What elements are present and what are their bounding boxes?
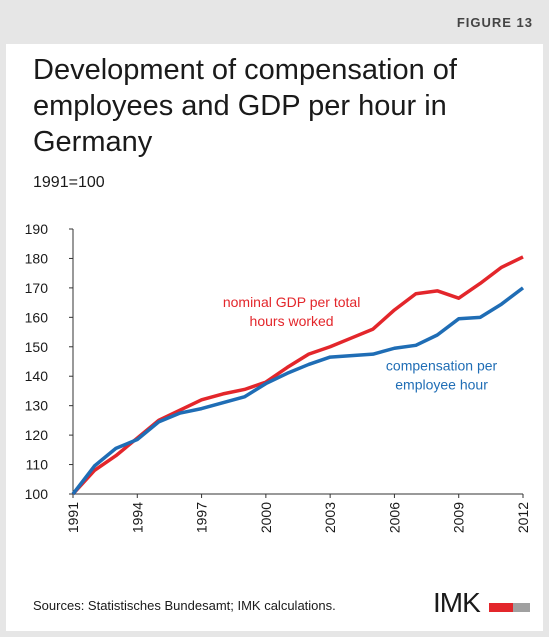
- y-tick-label: 110: [26, 457, 49, 473]
- y-tick-label: 140: [25, 368, 49, 384]
- y-tick-label: 170: [25, 280, 49, 296]
- y-tick-label: 180: [25, 250, 49, 266]
- x-tick-label: 1997: [194, 502, 210, 533]
- annotation: employee hour: [395, 376, 488, 392]
- figure-label: FIGURE 13: [457, 15, 533, 30]
- x-tick-label: 1994: [129, 502, 145, 533]
- annotation: nominal GDP per total: [223, 294, 360, 310]
- y-tick-label: 190: [25, 221, 49, 237]
- logo-bar: [489, 603, 513, 612]
- y-tick-label: 160: [25, 309, 49, 325]
- source: Sources: Statistisches Bundesamt; IMK ca…: [33, 598, 336, 613]
- x-tick-label: 2006: [386, 502, 402, 533]
- y-tick-label: 120: [25, 427, 49, 443]
- annotation: compensation per: [386, 357, 498, 373]
- panel: [6, 44, 543, 631]
- x-tick-label: 2009: [451, 502, 467, 533]
- x-tick-label: 1991: [65, 502, 81, 533]
- series-line: [71, 286, 525, 496]
- x-tick-label: 2003: [322, 502, 338, 533]
- y-tick-label: 130: [25, 398, 49, 414]
- chart-subtitle: 1991=100: [33, 174, 105, 191]
- x-tick-label: 2000: [258, 502, 274, 533]
- chart-title: Development of compensation of employees…: [33, 54, 457, 158]
- logo: IMK: [433, 587, 481, 618]
- logo-bar: [513, 603, 530, 612]
- x-tick-label: 2012: [515, 502, 531, 533]
- annotation: hours worked: [250, 313, 334, 329]
- y-tick-label: 150: [25, 339, 49, 355]
- y-tick-label: 100: [25, 486, 49, 502]
